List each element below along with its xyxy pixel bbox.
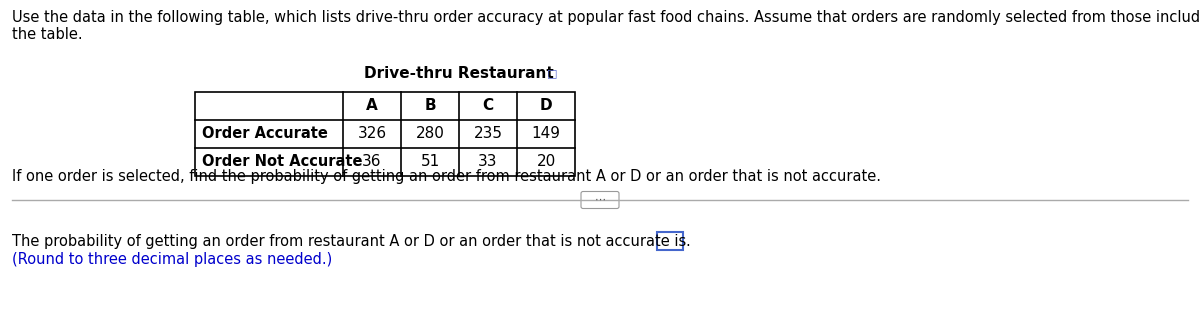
Text: C: C: [482, 98, 493, 113]
Bar: [658, 232, 683, 250]
Text: 20: 20: [536, 154, 556, 169]
Text: If one order is selected, find the probability of getting an order from restaura: If one order is selected, find the proba…: [12, 169, 881, 184]
Text: □: □: [547, 68, 558, 78]
Text: the table.: the table.: [12, 27, 83, 42]
Text: ⋯: ⋯: [594, 195, 606, 205]
Text: 36: 36: [362, 154, 382, 169]
Text: 235: 235: [474, 127, 503, 142]
Text: (Round to three decimal places as needed.): (Round to three decimal places as needed…: [12, 252, 332, 267]
Text: B: B: [424, 98, 436, 113]
Text: The probability of getting an order from restaurant A or D or an order that is n: The probability of getting an order from…: [12, 234, 686, 249]
Text: 326: 326: [358, 127, 386, 142]
Text: 149: 149: [532, 127, 560, 142]
Text: A: A: [366, 98, 378, 113]
Text: Use the data in the following table, which lists drive-thru order accuracy at po: Use the data in the following table, whi…: [12, 10, 1200, 25]
Text: Order Not Accurate: Order Not Accurate: [202, 154, 362, 169]
Text: 280: 280: [415, 127, 444, 142]
Text: 33: 33: [479, 154, 498, 169]
Text: Drive-thru Restaurant: Drive-thru Restaurant: [364, 66, 554, 81]
Text: Order Accurate: Order Accurate: [202, 127, 328, 142]
Text: 51: 51: [420, 154, 439, 169]
Bar: [194, 92, 575, 176]
Text: D: D: [540, 98, 552, 113]
FancyBboxPatch shape: [581, 192, 619, 209]
Text: .: .: [685, 234, 690, 249]
